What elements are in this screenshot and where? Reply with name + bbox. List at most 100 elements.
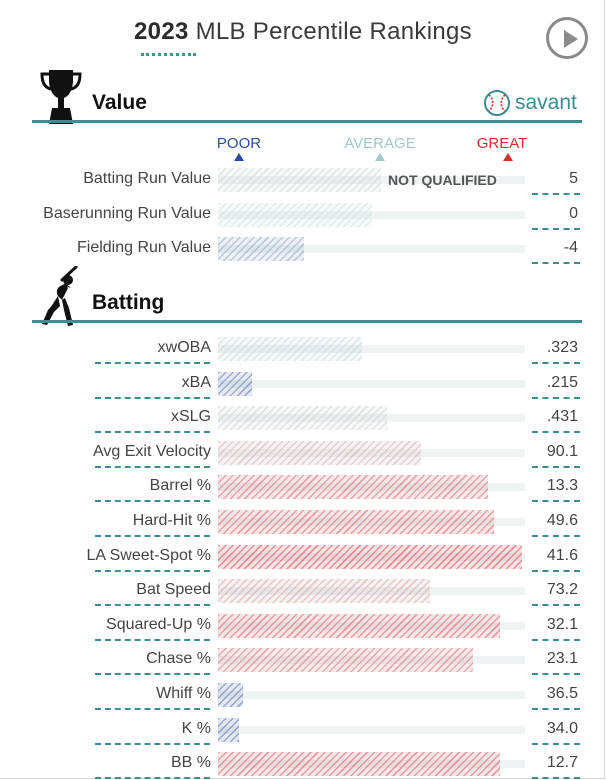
section-divider-value — [32, 120, 582, 123]
label-underline — [95, 396, 210, 399]
percentile-bar[interactable] — [218, 440, 421, 465]
metric-value: 73.2 — [546, 581, 578, 599]
value-underline — [532, 638, 580, 641]
label-underline — [95, 604, 210, 607]
label-underline — [95, 362, 210, 364]
label-underline — [95, 535, 210, 537]
value-underline — [532, 431, 580, 434]
metric-label: xwOBA — [157, 339, 211, 356]
metric-value: -4 — [563, 239, 578, 256]
value-underline — [532, 777, 580, 780]
percentile-bar[interactable] — [218, 202, 372, 227]
percentile-bar[interactable] — [218, 752, 500, 777]
percentile-bar[interactable] — [218, 406, 387, 431]
percentile-track — [218, 345, 525, 353]
value-underline — [532, 708, 580, 710]
metric-label: Batting Run Value — [83, 170, 211, 187]
metric-label: xBA — [181, 373, 211, 391]
scale-arrow-great — [503, 153, 513, 161]
value-underline — [532, 362, 580, 364]
section-title-batting: Batting — [92, 291, 165, 314]
metric-value: .431 — [546, 408, 578, 426]
metric-value: 12.7 — [546, 754, 578, 772]
metric-value: 34.0 — [546, 719, 578, 737]
value-underline — [532, 742, 580, 745]
percentile-bar[interactable] — [218, 613, 500, 638]
metric-value: 0 — [569, 204, 578, 222]
metric-label: Hard-Hit % — [132, 512, 211, 529]
metric-value: .323 — [546, 339, 578, 356]
metric-label: Avg Exit Velocity — [93, 442, 211, 460]
metric-label: Barrel % — [149, 477, 211, 495]
label-underline — [95, 708, 210, 710]
percentile-bar[interactable] — [218, 371, 252, 396]
metric-label: xSLG — [170, 408, 211, 426]
percentile-bar[interactable] — [218, 648, 473, 673]
savant-logo[interactable]: savant — [483, 88, 577, 118]
label-underline — [95, 569, 210, 572]
metric-label: Squared-Up % — [106, 615, 211, 633]
percentile-track — [218, 379, 525, 388]
savant-wordmark: savant — [515, 91, 577, 114]
label-underline — [95, 638, 210, 641]
metric-label: BB % — [170, 754, 211, 772]
percentile-bar[interactable] — [218, 237, 304, 261]
metric-label: Fielding Run Value — [76, 239, 211, 256]
batter-icon — [42, 266, 78, 326]
percentile-bar[interactable] — [218, 717, 239, 742]
play-button[interactable] — [546, 17, 588, 59]
play-icon — [564, 30, 578, 48]
percentile-bar[interactable] — [218, 579, 430, 604]
percentile-bar[interactable] — [218, 510, 494, 534]
title-underline — [141, 53, 196, 56]
scale-label-average: AVERAGE — [344, 135, 416, 152]
scale-arrow-poor — [234, 153, 244, 161]
metric-value: 90.1 — [546, 442, 578, 460]
metric-value: 23.1 — [546, 650, 578, 668]
label-underline — [95, 742, 210, 745]
label-underline — [95, 431, 210, 434]
metric-value: 36.5 — [546, 685, 578, 702]
value-underline — [532, 396, 580, 399]
metric-value: 5 — [569, 170, 578, 187]
percentile-bar[interactable] — [218, 544, 522, 569]
value-underline — [532, 569, 580, 572]
percentile-track — [218, 245, 525, 253]
metric-value: 41.6 — [546, 546, 578, 564]
percentile-bar[interactable] — [218, 168, 381, 192]
section-title-value: Value — [92, 91, 147, 114]
metric-label: K % — [181, 719, 211, 737]
label-underline — [95, 673, 210, 676]
value-underline — [532, 500, 580, 503]
not-qualified-note: NOT QUALIFIED — [388, 172, 497, 188]
metric-value: .215 — [546, 373, 578, 391]
metric-value: 13.3 — [546, 477, 578, 495]
percentile-bar[interactable] — [218, 475, 488, 500]
scale-label-poor: POOR — [216, 135, 262, 152]
value-underline — [532, 535, 580, 537]
metric-value: 32.1 — [546, 615, 578, 633]
percentile-bar[interactable] — [218, 683, 243, 707]
scale-label-great: GREAT — [476, 135, 528, 152]
metric-label: LA Sweet-Spot % — [86, 546, 211, 564]
value-underline — [532, 604, 580, 607]
value-underline — [532, 193, 580, 195]
metric-label: Baserunning Run Value — [43, 204, 211, 222]
value-underline — [532, 673, 580, 676]
percentile-bar[interactable] — [218, 337, 362, 361]
label-underline — [95, 500, 210, 503]
metric-label: Whiff % — [156, 685, 211, 702]
value-underline — [532, 262, 580, 264]
baseball-icon — [484, 90, 510, 116]
title-year: 2023 — [134, 18, 189, 45]
value-underline — [532, 465, 580, 468]
label-underline — [95, 465, 210, 468]
value-underline — [532, 227, 580, 230]
scale-arrow-average — [375, 153, 385, 161]
percentile-track — [218, 691, 525, 699]
page-title: 2023 MLB Percentile Rankings — [0, 18, 606, 46]
metric-label: Bat Speed — [136, 581, 211, 599]
section-divider-batting — [32, 320, 582, 323]
trophy-icon — [40, 70, 82, 124]
